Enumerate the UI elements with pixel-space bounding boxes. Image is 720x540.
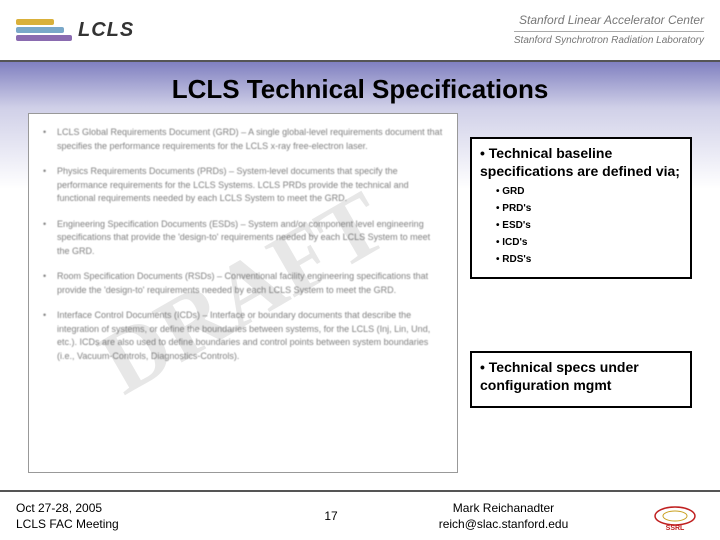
- bg-item: •Physics Requirements Documents (PRDs) –…: [43, 165, 443, 206]
- svg-text:SSRL: SSRL: [666, 525, 685, 532]
- slac-affiliation: Stanford Linear Accelerator Center Stanf…: [514, 12, 704, 48]
- bg-item: •Room Specification Documents (RSDs) – C…: [43, 270, 443, 297]
- footer-email: reich@slac.stanford.edu: [361, 517, 646, 531]
- callout-box-2: • Technical specs under configuration mg…: [470, 351, 692, 408]
- slide-footer: Oct 27-28, 2005 LCLS FAC Meeting 17 Mark…: [0, 490, 720, 540]
- bg-item: •Engineering Specification Documents (ES…: [43, 218, 443, 259]
- footer-author: Mark Reichanadter: [361, 501, 646, 515]
- callout-item: • ESD's: [480, 220, 682, 231]
- callout-item: • RDS's: [480, 254, 682, 265]
- slac-line1: Stanford Linear Accelerator Center: [514, 12, 704, 32]
- callout-box-1: • Technical baseline specifications are …: [470, 137, 692, 279]
- background-document: DRAFT •LCLS Global Requirements Document…: [28, 113, 458, 473]
- callout-item: • ICD's: [480, 237, 682, 248]
- bg-text: Physics Requirements Documents (PRDs) – …: [57, 165, 443, 206]
- callout-item: • GRD: [480, 186, 682, 197]
- slide-header: LCLS Stanford Linear Accelerator Center …: [0, 0, 720, 62]
- bg-text: Engineering Specification Documents (ESD…: [57, 218, 443, 259]
- footer-date: Oct 27-28, 2005: [16, 501, 301, 515]
- bg-text: Interface Control Documents (ICDs) – Int…: [57, 309, 443, 363]
- lcls-logo-text: LCLS: [78, 19, 134, 42]
- bg-item: •LCLS Global Requirements Document (GRD)…: [43, 126, 443, 153]
- bg-item: •Interface Control Documents (ICDs) – In…: [43, 309, 443, 363]
- ssrl-logo: SSRL: [646, 499, 704, 533]
- footer-meeting: LCLS FAC Meeting: [16, 517, 301, 531]
- slac-line2: Stanford Synchrotron Radiation Laborator…: [514, 34, 704, 48]
- slide-title: LCLS Technical Specifications: [0, 74, 720, 105]
- callout-item: • PRD's: [480, 203, 682, 214]
- bg-text: Room Specification Documents (RSDs) – Co…: [57, 270, 443, 297]
- lcls-logo-bars: [16, 19, 72, 41]
- callout-heading: • Technical baseline specifications are …: [480, 145, 682, 180]
- callout2-heading: • Technical specs under configuration mg…: [480, 359, 682, 394]
- footer-page: 17: [301, 509, 361, 523]
- footer-left: Oct 27-28, 2005 LCLS FAC Meeting: [16, 501, 301, 531]
- slide-content: DRAFT •LCLS Global Requirements Document…: [0, 113, 720, 475]
- lcls-logo: LCLS: [16, 19, 134, 42]
- footer-right: Mark Reichanadter reich@slac.stanford.ed…: [361, 501, 646, 531]
- bg-text: LCLS Global Requirements Document (GRD) …: [57, 126, 443, 153]
